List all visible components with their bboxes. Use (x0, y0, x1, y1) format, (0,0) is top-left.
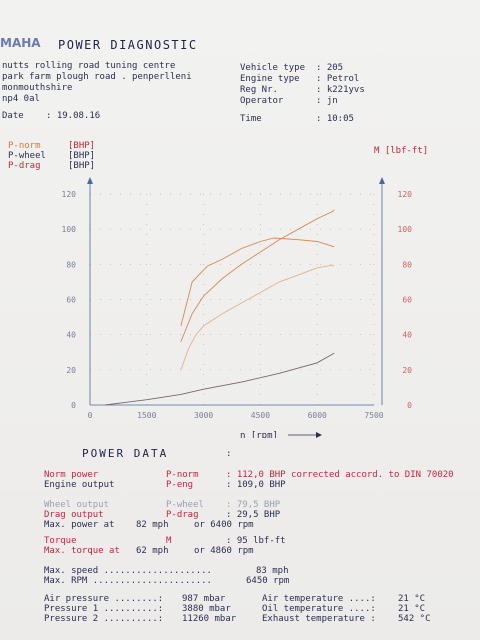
ambient-value: 11260 mbar (182, 614, 237, 624)
series-line-pdrag (105, 352, 335, 406)
power-row-label: Engine output (44, 480, 115, 490)
time-label: Time (240, 114, 262, 124)
reg-value: : k221yvs (316, 85, 365, 95)
y-tick-label: 0 (71, 401, 76, 410)
legend-p-drag-unit: [BHP] (68, 161, 96, 171)
torque-symbol: M (166, 536, 172, 546)
y-tick-label: 20 (66, 366, 76, 375)
power-row-label: Norm power (44, 470, 99, 480)
power-row-value: : 109,0 BHP (226, 480, 286, 490)
y-right-tick-label: 20 (402, 366, 412, 375)
power-data-heading: POWER DATA (82, 447, 169, 460)
y-tick-label: 120 (62, 190, 77, 199)
power-row-symbol: P-eng (166, 480, 194, 490)
x-axis-label-arrowhead (316, 432, 322, 438)
reg-label: Reg Nr. (240, 85, 278, 95)
vehicle-type-value: : 205 (316, 63, 344, 73)
address-line-1: nutts rolling road tuning centre (2, 61, 176, 71)
power-row-symbol: 82 mph (136, 520, 169, 530)
operator-value: : jn (316, 96, 338, 106)
y-tick-label: 80 (66, 260, 76, 269)
ambient-value-2: 542 °C (398, 614, 431, 624)
power-row-value: : 29,5 BHP (226, 510, 281, 520)
x-tick-label: 7500 (364, 411, 383, 420)
max-speed-value: 83 mph (256, 566, 289, 576)
page-title: POWER DIAGNOSTIC (58, 38, 198, 52)
x-tick-label: 1500 (137, 411, 156, 420)
power-row-value: or 6400 rpm (194, 520, 254, 530)
y-right-tick-label: 80 (402, 260, 412, 269)
legend-p-norm: P-norm (8, 141, 41, 151)
max-torque-speed: 62 mph (136, 546, 169, 556)
legend-p-norm-unit: [BHP] (68, 141, 96, 151)
logo-text: MAHA (0, 36, 41, 50)
power-row-symbol: P-norm (166, 470, 199, 480)
power-row-label: Max. power at (44, 520, 115, 530)
max-speed-label: Max. speed .................... (44, 566, 212, 576)
max-torque-label: Max. torque at (44, 546, 120, 556)
x-tick-label: 6000 (308, 411, 327, 420)
legend-torque: M [lbf-ft] (374, 146, 429, 156)
address-line-4: np4 0al (2, 94, 40, 104)
y-axis-left-arrow (87, 177, 93, 184)
y-right-tick-label: 100 (398, 225, 413, 234)
max-torque-rpm: or 4860 rpm (194, 546, 254, 556)
power-row-symbol: P-wheel (166, 500, 204, 510)
power-row-label: Drag output (44, 510, 104, 520)
date-value: : 19.08.16 (46, 111, 101, 121)
power-row-value: : 112,0 BHP corrected accord. to DIN 700… (226, 470, 454, 480)
x-tick-label: 0 (88, 411, 93, 420)
engine-type-value: : Petrol (316, 74, 360, 84)
address-line-2: park farm plough road . penperlleni (2, 72, 192, 82)
address-line-3: monmouthshire (2, 83, 73, 93)
y-right-tick-label: 40 (402, 331, 412, 340)
maha-logo: MAHA (0, 36, 44, 50)
y-tick-label: 60 (66, 296, 76, 305)
y-tick-label: 40 (66, 331, 76, 340)
x-axis-label: n [rpm] (240, 431, 278, 438)
time-value: : 10:05 (316, 114, 354, 124)
y-right-tick-label: 0 (407, 401, 412, 410)
legend-p-wheel: P-wheel (8, 151, 46, 161)
ambient-label: Pressure 1 ..........: (44, 604, 164, 614)
ambient-value: 3880 mbar (182, 604, 231, 614)
max-rpm-value: 6450 rpm (246, 576, 290, 586)
ambient-value-2: 21 °C (398, 604, 426, 614)
engine-type-label: Engine type (240, 74, 300, 84)
x-tick-label: 3000 (194, 411, 213, 420)
legend-p-drag: P-drag (8, 161, 41, 171)
y-right-tick-label: 120 (398, 190, 413, 199)
ambient-label: Air pressure ........: (44, 594, 164, 604)
series-line-m (180, 237, 335, 327)
y-tick-label: 100 (62, 225, 77, 234)
series-line-pnorm (180, 209, 335, 342)
operator-label: Operator (240, 96, 284, 106)
vehicle-type-label: Vehicle type (240, 63, 306, 73)
power-row-label: Wheel output (44, 500, 110, 510)
ambient-label: Pressure 2 ..........: (44, 614, 164, 624)
y-right-tick-label: 60 (402, 296, 412, 305)
ambient-value-2: 21 °C (398, 594, 426, 604)
legend-p-wheel-unit: [BHP] (68, 151, 96, 161)
power-row-symbol: P-drag (166, 510, 199, 520)
power-data-colon: : (226, 449, 232, 459)
torque-value: : 95 lbf-ft (226, 536, 286, 546)
power-chart: 0 20 40 60 80 100 120 0 20 40 60 80 100 120 0 1500 3000 4… (62, 177, 413, 438)
date-label: Date (2, 111, 24, 121)
ambient-value: 987 mbar (182, 594, 226, 604)
ambient-label-2: Air temperature ....: (262, 594, 376, 604)
power-row-value: : 79,5 BHP (226, 500, 281, 510)
torque-label: Torque (44, 536, 77, 546)
y-axis-right-arrow (379, 177, 385, 184)
max-rpm-label: Max. RPM ...................... (44, 576, 212, 586)
ambient-label-2: Exhaust temperature : (262, 614, 376, 624)
x-tick-label: 4500 (251, 411, 270, 420)
ambient-label-2: Oil temperature ....: (262, 604, 376, 614)
series-line-pwheel (180, 264, 335, 370)
